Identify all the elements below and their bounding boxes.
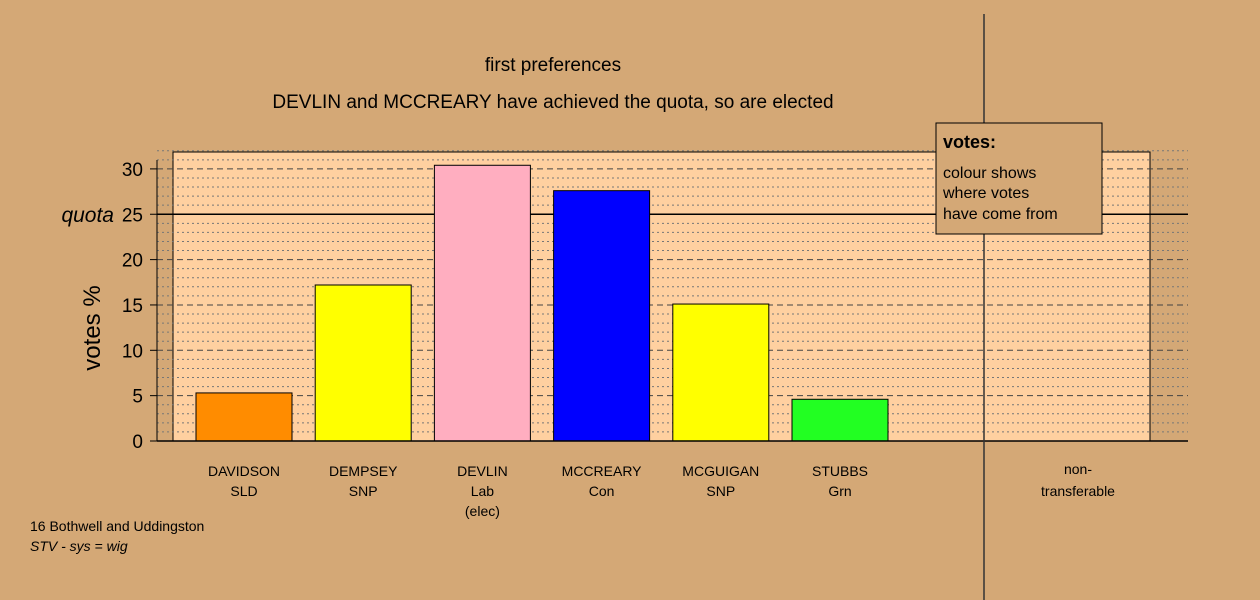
bar-mcguigan: [672, 303, 770, 442]
nontransferable-label-line2: transferable: [1041, 483, 1115, 499]
x-label-devlin-line1: DEVLIN: [457, 463, 508, 479]
y-axis-label: votes %: [79, 285, 106, 370]
legend-line-2: where votes: [942, 185, 1029, 202]
x-label-mccreary-line1: MCCREARY: [562, 463, 643, 479]
nontransferable-label: non- transferable: [1041, 461, 1115, 499]
x-label-stubbs-line1: STUBBS: [812, 463, 868, 479]
y-tick-label: 20: [122, 251, 143, 272]
bar-dempsey: [314, 284, 412, 442]
y-tick-label: 5: [132, 387, 143, 408]
legend: votes: colour shows where votes have com…: [935, 122, 1103, 235]
bar-stubbs: [791, 398, 889, 442]
x-label-mcguigan-line2: SNP: [706, 483, 735, 499]
quota-label: quota: [61, 204, 114, 227]
x-label-dempsey-line2: SNP: [349, 483, 378, 499]
x-label-davidson-line2: SLD: [230, 483, 257, 499]
x-label-dempsey-line1: DEMPSEY: [329, 463, 398, 479]
y-tick-label: 10: [122, 341, 143, 362]
x-label-devlin-line3: (elec): [465, 503, 500, 519]
x-label-devlin-line2: Lab: [471, 483, 495, 499]
x-label-davidson-line1: DAVIDSON: [208, 463, 280, 479]
bar-mccreary: [553, 190, 651, 442]
y-tick-label: 30: [122, 160, 143, 181]
bar-devlin: [433, 164, 531, 442]
x-label-stubbs-line2: Grn: [828, 483, 851, 499]
y-tick-label: 15: [122, 296, 143, 317]
nontransferable-label-line1: non-: [1064, 461, 1092, 477]
x-label-mcguigan-line1: MCGUIGAN: [682, 463, 759, 479]
x-labels: DAVIDSON SLD DEMPSEY SNP DEVLIN Lab (elec) MCCR…: [208, 463, 868, 519]
chart-subtitle: DEVLIN and MCCREARY have achieved the qu…: [272, 92, 833, 113]
legend-line-3: have come from: [943, 206, 1058, 223]
y-tick-label: 0: [132, 432, 143, 453]
bar-davidson: [195, 392, 293, 442]
bars-layer: [195, 164, 889, 442]
y-ticks: 0 5 10 15 20 25 30: [122, 160, 157, 453]
ward-name: 16 Bothwell and Uddingston: [30, 518, 204, 534]
legend-title: votes:: [943, 132, 996, 152]
system-note: STV - sys = wig: [30, 538, 128, 554]
y-tick-label: 25: [122, 205, 143, 226]
chart-title: first preferences: [485, 55, 621, 76]
x-label-mccreary-line2: Con: [589, 483, 615, 499]
legend-box: [935, 122, 1103, 235]
legend-line-1: colour shows: [943, 165, 1036, 182]
